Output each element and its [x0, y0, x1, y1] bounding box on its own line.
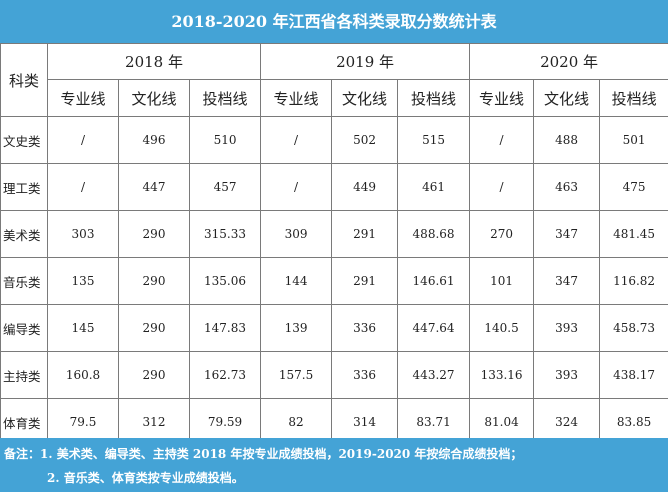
year-header-2019: 2019 年	[260, 43, 471, 80]
score-cell: 116.82	[599, 257, 668, 305]
score-cell: /	[469, 163, 535, 211]
score-cell: 438.17	[599, 351, 668, 399]
year-header-2020: 2020 年	[469, 43, 668, 80]
score-cell: 496	[118, 116, 190, 164]
subheader-zhuanye-2018: 专业线	[47, 79, 119, 117]
table-title: 2018-2020 年江西省各科类录取分数统计表	[0, 0, 668, 43]
score-cell: 475	[599, 163, 668, 211]
score-cell: 144	[260, 257, 333, 305]
subheader-toudang-2020: 投档线	[599, 79, 668, 117]
score-cell: /	[47, 163, 119, 211]
year-header-2018: 2018 年	[46, 43, 262, 80]
subheader-wenhua-2018: 文化线	[118, 79, 190, 117]
row-category: 主持类	[0, 351, 48, 399]
score-cell: 160.8	[47, 351, 119, 399]
score-cell: /	[260, 163, 333, 211]
score-table: 科类 2018 年 2019 年 2020 年 专业线 文化线 投档线 专业线 …	[0, 43, 668, 446]
score-cell: 140.5	[469, 304, 535, 352]
score-cell: 502	[331, 116, 399, 164]
score-cell: 461	[397, 163, 471, 211]
subheader-toudang-2018: 投档线	[188, 79, 262, 117]
subheader-zhuanye-2019: 专业线	[260, 79, 333, 117]
note-line-1: 备注：1. 美术类、编导类、主持类 2018 年按专业成绩投档，2019-202…	[4, 447, 523, 461]
score-cell: 315.33	[188, 210, 262, 258]
subheader-wenhua-2020: 文化线	[533, 79, 601, 117]
score-cell: 270	[469, 210, 535, 258]
score-cell: 463	[533, 163, 601, 211]
score-cell: 135.06	[188, 257, 262, 305]
score-cell: 449	[331, 163, 399, 211]
subheader-wenhua-2019: 文化线	[331, 79, 399, 117]
score-cell: 101	[469, 257, 535, 305]
subheader-zhuanye-2020: 专业线	[469, 79, 535, 117]
score-cell: /	[47, 116, 119, 164]
row-category: 音乐类	[0, 257, 48, 305]
corner-header-category: 科类	[0, 43, 48, 117]
score-cell: 457	[188, 163, 262, 211]
score-cell: 447	[118, 163, 190, 211]
score-cell: 443.27	[397, 351, 471, 399]
score-cell: 146.61	[397, 257, 471, 305]
score-cell: 157.5	[260, 351, 333, 399]
score-cell: 139	[260, 304, 333, 352]
score-cell: 133.16	[469, 351, 535, 399]
row-category: 文史类	[0, 116, 48, 164]
score-cell: 515	[397, 116, 471, 164]
score-cell: 145	[47, 304, 119, 352]
table-row: 体育类 79.5 312 79.59 82 314 83.71 81.04 324 83.85	[0, 398, 668, 446]
score-cell: 336	[331, 304, 399, 352]
score-cell: 447.64	[397, 304, 471, 352]
score-cell: 290	[118, 304, 190, 352]
score-cell: 347	[533, 257, 601, 305]
score-cell: 393	[533, 304, 601, 352]
score-cell: 336	[331, 351, 399, 399]
table-row: 音乐类 135 290 135.06 144 291 146.61 101 347 116.82	[0, 257, 668, 305]
notes-bar: 备注：1. 美术类、编导类、主持类 2018 年按专业成绩投档，2019-202…	[0, 438, 668, 492]
row-category: 美术类	[0, 210, 48, 258]
score-cell: 488.68	[397, 210, 471, 258]
score-cell: 347	[533, 210, 601, 258]
score-cell: 290	[118, 351, 190, 399]
note-line-2: 2. 音乐类、体育类按专业成绩投档。	[47, 471, 244, 485]
subheader-toudang-2019: 投档线	[397, 79, 471, 117]
score-cell: 290	[118, 257, 190, 305]
score-cell: 510	[188, 116, 262, 164]
score-cell: 488	[533, 116, 601, 164]
score-cell: 481.45	[599, 210, 668, 258]
score-cell: /	[260, 116, 333, 164]
score-cell: 393	[533, 351, 601, 399]
score-cell: 162.73	[188, 351, 262, 399]
score-cell: 458.73	[599, 304, 668, 352]
score-cell: 303	[47, 210, 119, 258]
table-row: 理工类/447 457/449 461/463 475	[0, 163, 668, 211]
score-cell: 290	[118, 210, 190, 258]
score-cell: 291	[331, 210, 399, 258]
table-row: 文史类/496 510/502 515/488 501	[0, 116, 668, 164]
score-cell: /	[469, 116, 535, 164]
table-row: 主持类 160.8 290 162.73 157.5 336 443.27 133.16 393…	[0, 351, 668, 399]
score-cell: 135	[47, 257, 119, 305]
score-cell: 147.83	[188, 304, 262, 352]
score-cell: 291	[331, 257, 399, 305]
score-cell: 309	[260, 210, 333, 258]
table-row: 编导类 145 290 147.83 139 336 447.64 140.5 393 458.7…	[0, 304, 668, 352]
row-category: 理工类	[0, 163, 48, 211]
row-category: 编导类	[0, 304, 48, 352]
table-row: 美术类 303 290 315.33 309 291 488.68 270 347 481.45	[0, 210, 668, 258]
score-cell: 501	[599, 116, 668, 164]
